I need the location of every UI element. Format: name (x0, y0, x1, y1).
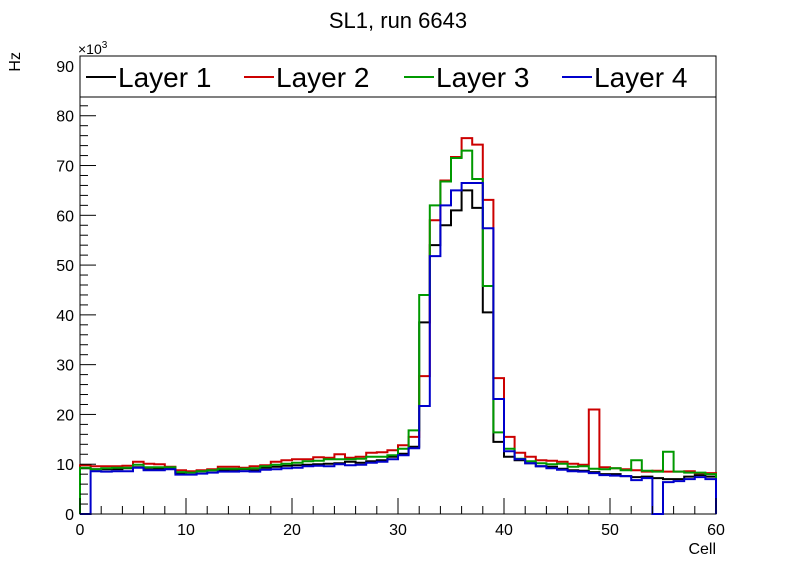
y-tick-label: 90 (56, 59, 74, 76)
series-line-layer-2 (79, 137, 717, 514)
y-multiplier: ×103 (78, 40, 108, 57)
legend-label-layer-4: Layer 4 (594, 62, 687, 93)
legend-label-layer-2: Layer 2 (276, 62, 369, 93)
y-tick-label: 80 (56, 109, 74, 126)
y-tick-label: 30 (56, 358, 74, 375)
y-tick-label: 20 (56, 407, 74, 424)
legend-box (79, 55, 717, 98)
series-line-layer-1 (79, 189, 717, 514)
y-tick-label: 50 (56, 258, 74, 275)
x-tick-label: 20 (283, 522, 301, 539)
y-tick-label: 70 (56, 159, 74, 176)
x-tick-label: 0 (76, 522, 85, 539)
chart-title: SL1, run 6643 (329, 8, 467, 33)
x-tick-label: 60 (707, 522, 725, 539)
y-axis: 0 10 20 30 40 50 60 70 80 90 (56, 55, 96, 524)
y-axis-label: Hz (7, 52, 24, 72)
x-tick-label: 40 (495, 522, 513, 539)
x-tick-label: 10 (177, 522, 195, 539)
y-tick-label: 0 (65, 507, 74, 524)
series-group (79, 137, 717, 515)
legend-label-layer-1: Layer 1 (118, 62, 211, 93)
x-tick-label: 30 (389, 522, 407, 539)
y-tick-label: 40 (56, 308, 74, 325)
y-tick-label: 60 (56, 208, 74, 225)
y-tick-label: 10 (56, 457, 74, 474)
x-axis: 0 10 20 30 40 50 60 (76, 498, 725, 539)
legend: Layer 1 Layer 2 Layer 3 Layer 4 (79, 55, 717, 98)
series-line-layer-4 (80, 181, 717, 515)
x-axis-label: Cell (688, 541, 716, 558)
legend-label-layer-3: Layer 3 (436, 62, 529, 93)
x-tick-label: 50 (601, 522, 619, 539)
